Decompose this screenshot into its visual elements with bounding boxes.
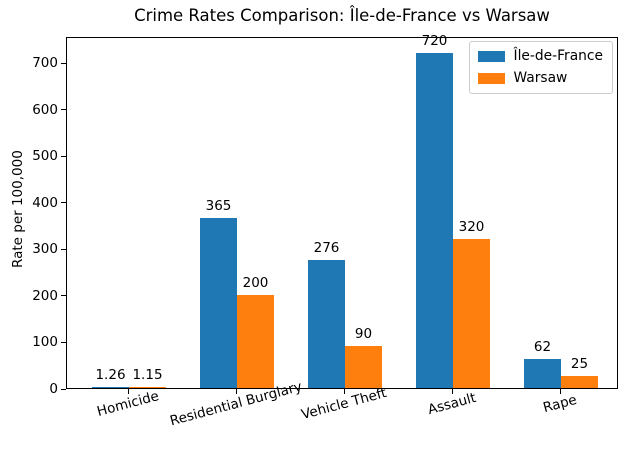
bar-value-label: 365 — [205, 198, 232, 215]
y-tick-label: 100 — [32, 334, 58, 351]
bar-ile-de-france — [200, 218, 237, 388]
y-tick-label: 400 — [32, 194, 58, 211]
bar-warsaw — [237, 294, 274, 388]
chart-title: Crime Rates Comparison: Île-de-France vs… — [134, 6, 550, 25]
y-tick-mark — [61, 109, 66, 111]
y-tick-label: 0 — [49, 381, 58, 397]
x-tick-mark — [452, 389, 453, 394]
bar-ile-de-france — [416, 52, 453, 388]
legend: Île-de-France Warsaw — [468, 41, 613, 94]
bar-value-label: 200 — [242, 274, 269, 291]
y-tick-label: 300 — [32, 241, 58, 258]
x-tick-label: Assault — [426, 389, 478, 419]
y-tick-mark — [61, 62, 66, 64]
bar-value-label: 320 — [458, 219, 485, 236]
y-tick-label: 200 — [32, 287, 58, 304]
bar-value-label: 1.15 — [132, 367, 163, 384]
bar-value-label: 62 — [533, 339, 552, 356]
bar-value-label: 276 — [313, 239, 340, 256]
bar-warsaw — [561, 376, 598, 388]
y-tick-mark — [61, 341, 66, 343]
bar-warsaw — [345, 346, 382, 388]
y-tick-mark — [61, 155, 66, 157]
legend-swatch — [477, 73, 505, 84]
legend-label: Île-de-France — [513, 48, 603, 64]
bar-value-label: 25 — [570, 356, 589, 373]
y-tick-label: 700 — [32, 55, 58, 72]
y-tick-mark — [61, 202, 66, 204]
y-tick-mark — [61, 248, 66, 250]
bar-ile-de-france — [524, 359, 561, 388]
x-tick-label: Rape — [541, 391, 579, 417]
x-tick-mark — [560, 389, 561, 394]
y-tick-mark — [61, 388, 66, 390]
x-tick-mark — [128, 389, 129, 394]
x-tick-mark — [344, 389, 345, 394]
bar-value-label: 90 — [354, 326, 373, 343]
legend-label: Warsaw — [513, 70, 568, 86]
bar-value-label: 720 — [421, 32, 448, 49]
bar-warsaw — [453, 239, 490, 388]
legend-item: Warsaw — [477, 70, 603, 87]
bar-ile-de-france — [92, 387, 129, 388]
legend-swatch — [477, 51, 505, 62]
y-tick-mark — [61, 295, 66, 297]
x-tick-mark — [236, 389, 237, 394]
y-tick-label: 500 — [32, 148, 58, 165]
legend-item: Île-de-France — [477, 48, 603, 65]
bar-value-label: 1.26 — [95, 367, 126, 384]
bar-warsaw — [129, 387, 166, 388]
plot-area: 1.26 365 276 720 62 1.15 200 90 320 25 — [66, 33, 618, 389]
y-tick-label: 600 — [32, 101, 58, 118]
bar-ile-de-france — [308, 259, 345, 388]
